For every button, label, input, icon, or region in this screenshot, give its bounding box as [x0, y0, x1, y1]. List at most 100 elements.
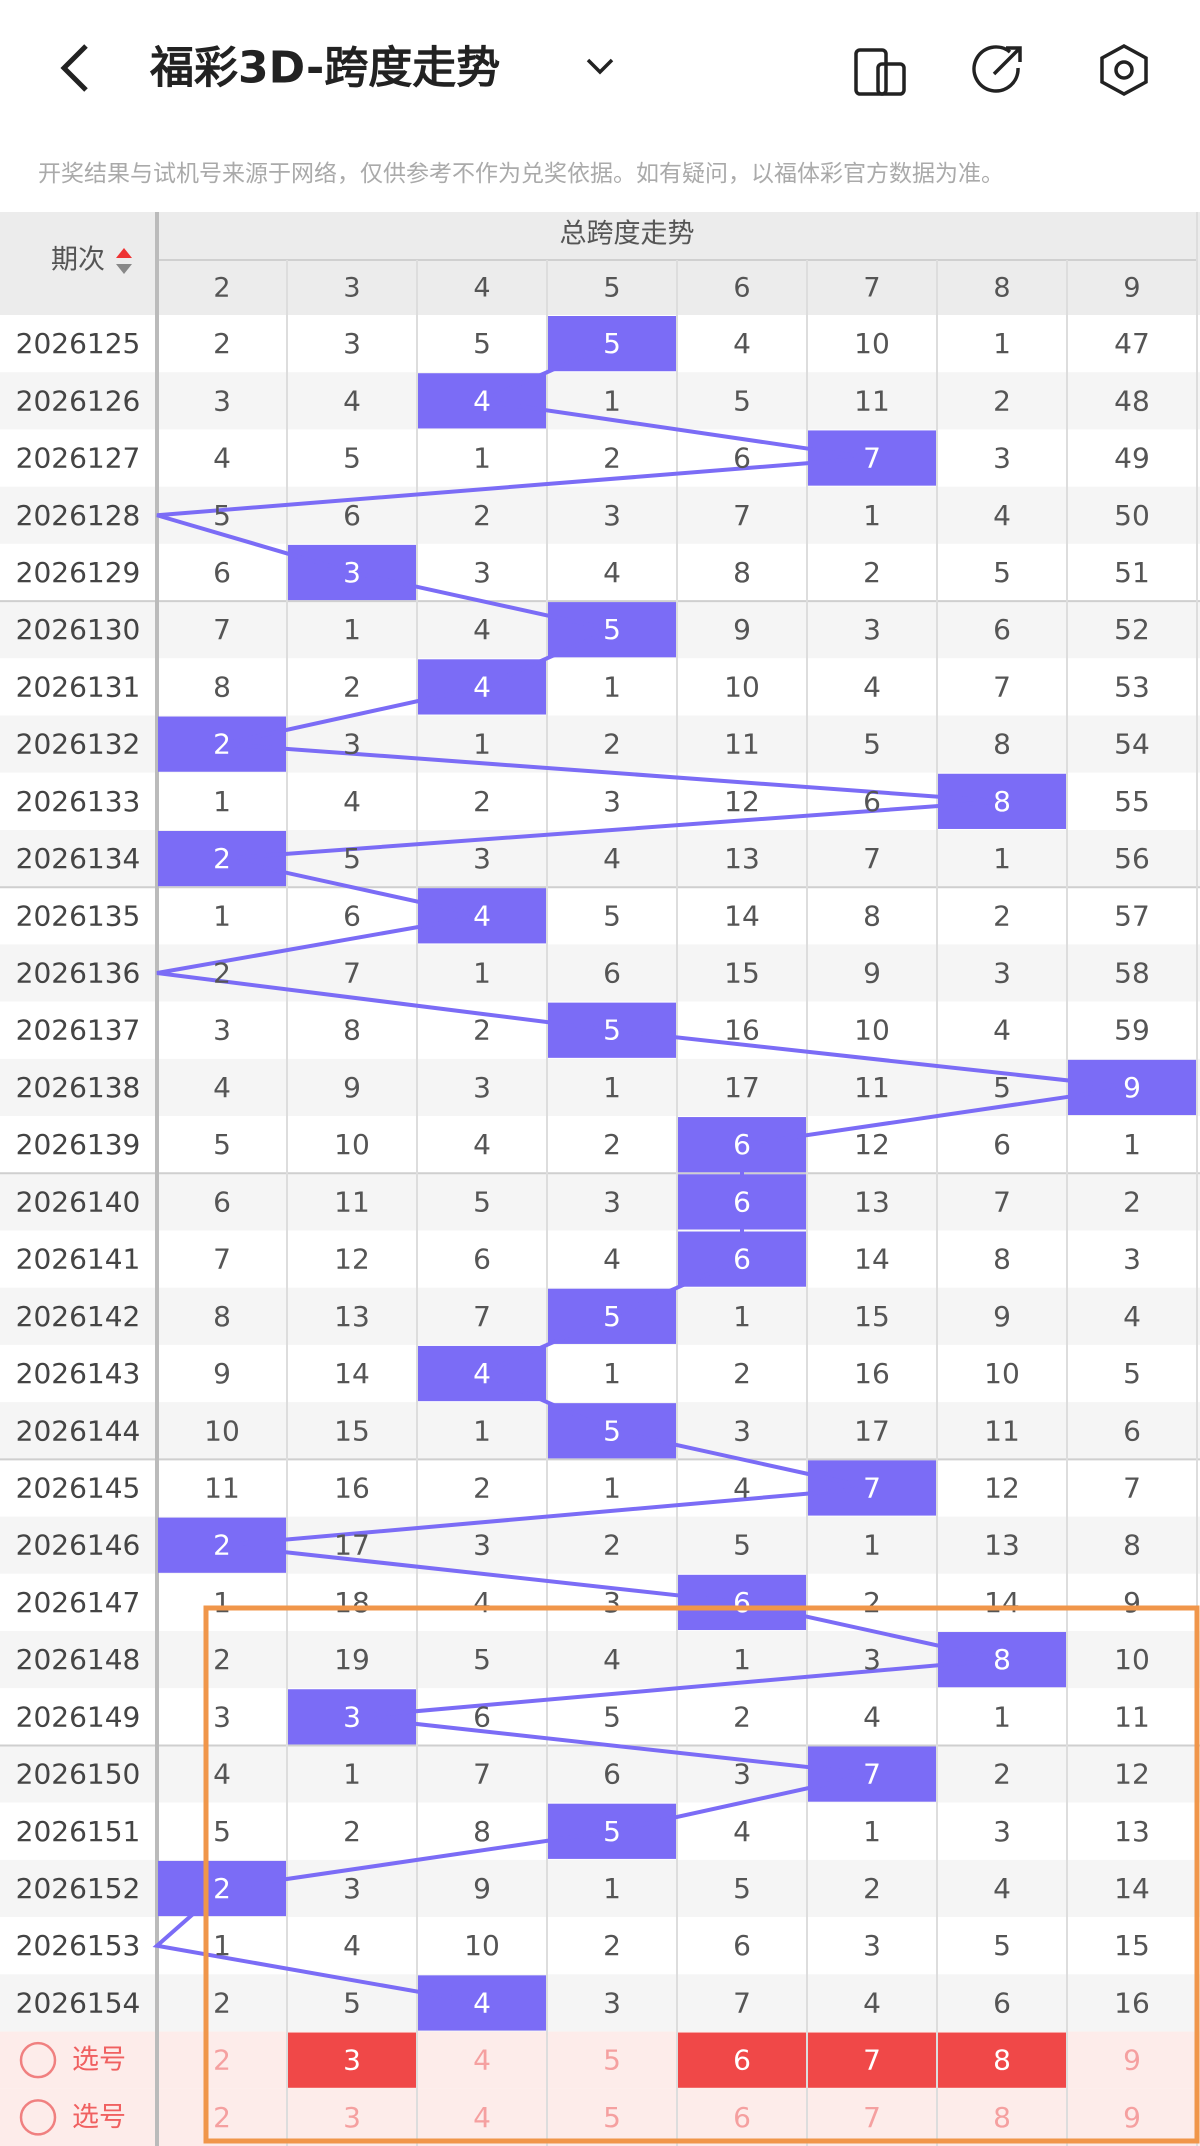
cell-value: 10: [984, 1357, 1020, 1390]
cell-value: 3: [603, 499, 621, 532]
cell-value: 2: [993, 899, 1011, 932]
cell-value: 9: [473, 1872, 491, 1905]
pick-number[interactable]: 3: [343, 2044, 361, 2077]
cell-value: 15: [854, 1300, 890, 1333]
cell-value: 5: [603, 613, 621, 646]
period: 2026139: [16, 1128, 141, 1161]
pick-number[interactable]: 6: [733, 2101, 751, 2134]
cell-value: 4: [733, 1815, 751, 1848]
cell-value: 6: [603, 1758, 621, 1791]
cell-value: 12: [334, 1243, 370, 1276]
pick-number[interactable]: 3: [343, 2101, 361, 2134]
cell-value: 6: [213, 556, 231, 589]
pick-number[interactable]: 7: [863, 2044, 881, 2077]
cell-value: 4: [603, 1243, 621, 1276]
column-header: 3: [343, 273, 360, 304]
cell-value: 4: [993, 1872, 1011, 1905]
cell-value: 12: [724, 785, 760, 818]
sort-icon: [116, 248, 132, 258]
cell-value: 4: [993, 499, 1011, 532]
cell-value: 2: [213, 1529, 231, 1562]
pick-number[interactable]: 2: [213, 2044, 231, 2077]
cell-value: 4: [213, 1071, 231, 1104]
cell-value: 4: [733, 1471, 751, 1504]
pick-row-bg: [0, 2088, 1200, 2146]
cell-value: 5: [733, 1529, 751, 1562]
pick-number[interactable]: 8: [993, 2044, 1011, 2077]
row-bg: [0, 1058, 1200, 1117]
cell-value: 2: [343, 1815, 361, 1848]
cell-value: 12: [854, 1128, 890, 1161]
pick-number[interactable]: 7: [863, 2101, 881, 2134]
cell-value: 2: [603, 442, 621, 475]
share-icon[interactable]: [972, 45, 1022, 93]
pick-number[interactable]: 4: [473, 2101, 491, 2134]
cell-value: 14: [724, 899, 760, 932]
pick-number[interactable]: 8: [993, 2101, 1011, 2134]
pick-label: 选号: [72, 2102, 126, 2133]
row-bg: [0, 1344, 1200, 1403]
pick-number[interactable]: 5: [603, 2101, 621, 2134]
cell-value: 2: [863, 1872, 881, 1905]
pick-checkbox[interactable]: [19, 2041, 57, 2079]
period: 2026154: [16, 1986, 141, 2019]
pick-number[interactable]: 9: [1123, 2101, 1141, 2134]
pick-number[interactable]: 5: [603, 2044, 621, 2077]
dropdown-arrow[interactable]: [586, 58, 614, 75]
cell-value: 14: [984, 1586, 1020, 1619]
cell-value: 9: [863, 957, 881, 990]
cell-value: 2: [733, 1700, 751, 1733]
highlight-box: [203, 1605, 1200, 2144]
pick-checkbox[interactable]: [19, 2099, 57, 2136]
pick-number[interactable]: 9: [1123, 2044, 1141, 2077]
row-bg: [0, 1974, 1200, 2032]
device-icon[interactable]: [854, 48, 906, 96]
cell-value: 17: [854, 1414, 890, 1447]
cell-value: 2: [473, 1014, 491, 1047]
cell-value: 5: [343, 442, 361, 475]
cell-value: 10: [334, 1128, 370, 1161]
row-bg: [0, 658, 1200, 716]
cell-value: 5: [603, 1414, 621, 1447]
row-bg: [0, 1173, 1200, 1231]
cell-value: 1: [473, 442, 491, 475]
cell-value: 8: [993, 728, 1011, 761]
pick-number[interactable]: 2: [213, 2101, 231, 2134]
back-button[interactable]: [60, 44, 88, 92]
settings-icon[interactable]: [1100, 44, 1148, 96]
cell-value: 3: [1123, 1243, 1141, 1276]
period: 2026153: [16, 1929, 141, 1962]
cell-value: 4: [733, 327, 751, 360]
cell-value: 7: [473, 1758, 491, 1791]
cell-value: 5: [343, 1986, 361, 2019]
row-bg: [0, 1745, 1200, 1803]
cell-value: 13: [984, 1529, 1020, 1562]
cell-value: 3: [993, 442, 1011, 475]
cell-value: 55: [1114, 785, 1150, 818]
cell-value: 17: [724, 1071, 760, 1104]
cell-value: 3: [993, 957, 1011, 990]
cell-value: 2: [993, 1758, 1011, 1791]
cell-value: 4: [473, 384, 491, 417]
cell-value: 3: [863, 613, 881, 646]
cell-value: 4: [213, 1758, 231, 1791]
cell-value: 56: [1114, 842, 1150, 875]
cell-value: 1: [213, 1929, 231, 1962]
column-header: 6: [733, 273, 750, 304]
period: 2026125: [16, 327, 141, 360]
cell-value: 52: [1114, 613, 1150, 646]
cell-value: 7: [343, 957, 361, 990]
cell-value: 7: [863, 442, 881, 475]
cell-value: 4: [473, 1357, 491, 1390]
cell-value: 9: [213, 1357, 231, 1390]
pick-number[interactable]: 6: [733, 2044, 751, 2077]
cell-value: 2: [603, 1929, 621, 1962]
cell-value: 8: [1123, 1529, 1141, 1562]
pick-label: 选号: [72, 2045, 126, 2076]
pick-number[interactable]: 4: [473, 2044, 491, 2077]
cell-value: 2: [213, 1872, 231, 1905]
row-bg: [0, 1116, 1200, 1174]
cell-value: 4: [343, 785, 361, 818]
cell-value: 4: [473, 670, 491, 703]
cell-value: 14: [334, 1357, 370, 1390]
